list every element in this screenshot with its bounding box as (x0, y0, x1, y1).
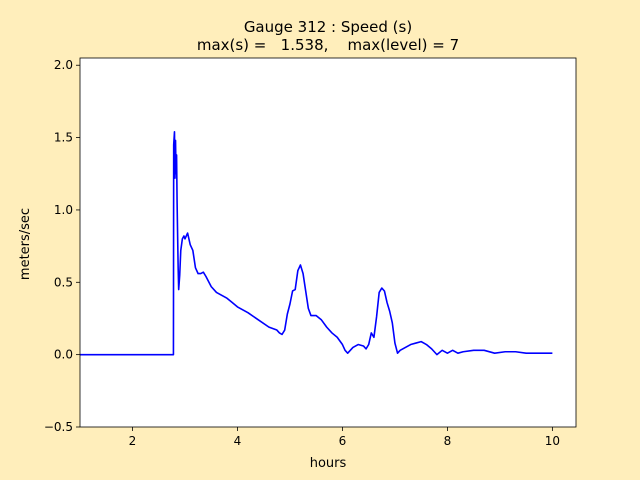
x-tick-label: 8 (444, 434, 452, 448)
series-layer (80, 131, 553, 356)
x-tick-label: 6 (339, 434, 347, 448)
y-tick-label: −0.5 (44, 420, 73, 434)
y-tick-label: 0.5 (54, 275, 73, 289)
y-tick-label: 0.0 (54, 348, 73, 362)
x-axis-ticks: 2 4 6 8 10 (129, 427, 560, 448)
series-line-0 (80, 131, 553, 356)
x-tick-label: 2 (129, 434, 137, 448)
y-axis-label: meters/sec (18, 208, 33, 280)
x-tick-label: 4 (234, 434, 242, 448)
y-tick-label: 1.0 (54, 203, 73, 217)
y-tick-label: 1.5 (54, 131, 73, 145)
y-tick-label: 2.0 (54, 58, 73, 72)
plot-frame (79, 57, 577, 428)
chart-title: Gauge 312 : Speed (s) (244, 18, 412, 36)
plot-area (80, 58, 576, 427)
y-axis-ticks: −0.5 0.0 0.5 1.0 1.5 2.0 (44, 58, 80, 434)
x-tick-label: 10 (545, 434, 560, 448)
x-axis-label: hours (310, 456, 347, 471)
chart-subtitle: max(s) = 1.538, max(level) = 7 (197, 36, 459, 54)
